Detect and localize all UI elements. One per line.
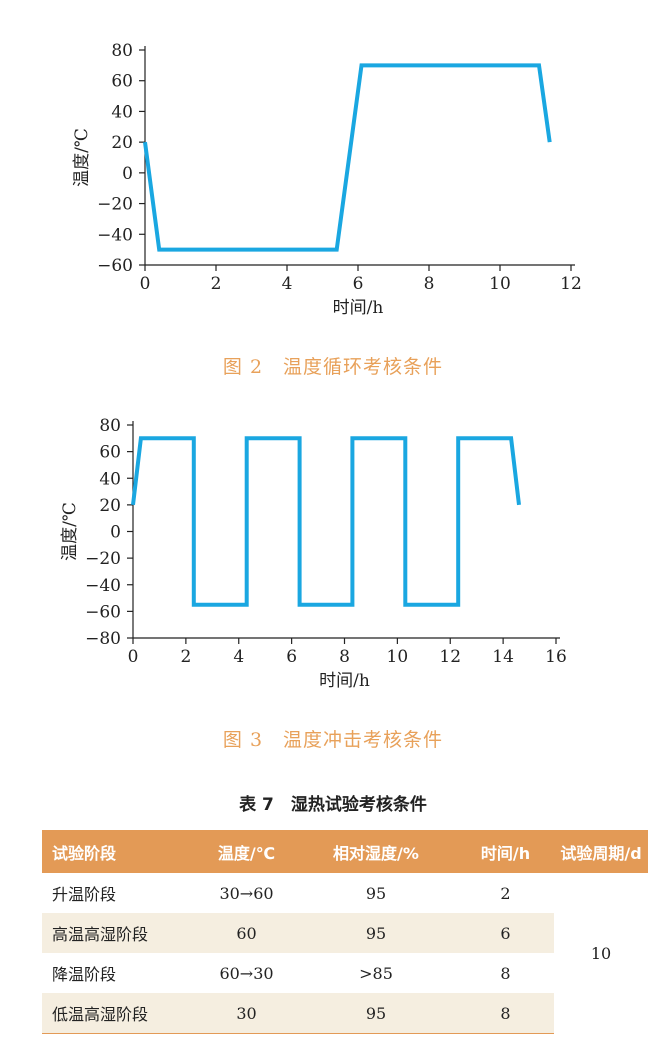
x-tick-label: 4 — [233, 647, 244, 667]
x-tick-label: 4 — [282, 274, 293, 294]
x-tick-label: 0 — [140, 274, 151, 294]
x-tick-label: 6 — [353, 274, 364, 294]
x-tick-label: 14 — [492, 647, 514, 667]
x-tick-label: 8 — [339, 647, 350, 667]
figure-2-caption: 图 2 温度循环考核条件 — [222, 356, 444, 378]
y-tick-label: 60 — [111, 72, 133, 92]
y-tick-label: 0 — [122, 164, 133, 184]
cell-time: 8 — [457, 993, 554, 1034]
y-tick-label: −40 — [85, 576, 121, 596]
figure-3-caption: 图 3 温度冲击考核条件 — [222, 729, 444, 751]
y-tick-label: −20 — [85, 549, 121, 569]
x-tick-label: 6 — [286, 647, 297, 667]
x-tick-label: 16 — [545, 647, 567, 667]
cell-humidity: 95 — [295, 993, 457, 1034]
table-row: 低温高湿阶段 30 95 8 — [42, 993, 648, 1034]
temperature-series-line — [143, 63, 552, 252]
x-axis-title: 时间/h — [319, 671, 370, 691]
cell-stage: 降温阶段 — [52, 965, 117, 984]
cell-stage: 升温阶段 — [52, 885, 117, 904]
y-axis-title: 温度/℃ — [72, 128, 92, 187]
table-row: 高温高湿阶段 60 95 6 — [42, 913, 648, 953]
x-tick-label: 10 — [489, 274, 511, 294]
cell-temperature: 30 — [198, 993, 295, 1034]
cell-temperature: 60→30 — [219, 963, 274, 983]
table-row: 降温阶段 60→30 >85 8 — [42, 953, 648, 993]
table-header-row: 试验阶段 温度/℃ 相对湿度/% 时间/h 试验周期/d — [42, 830, 648, 873]
cell-time: 6 — [457, 913, 554, 953]
y-tick-label: −60 — [85, 602, 121, 622]
header-humidity: 相对湿度/% — [295, 830, 457, 873]
y-tick-label: 60 — [99, 443, 121, 463]
y-tick-label: 0 — [110, 523, 121, 543]
cell-period: 10 — [590, 943, 612, 963]
cell-time: 8 — [500, 963, 511, 983]
y-tick-label: 80 — [111, 41, 133, 61]
y-tick-label: −20 — [97, 195, 133, 215]
y-tick-label: 20 — [111, 133, 133, 153]
cell-temperature: 60 — [198, 913, 295, 953]
cell-humidity: 95 — [295, 913, 457, 953]
x-tick-label: 12 — [439, 647, 461, 667]
y-tick-label: −40 — [97, 225, 133, 245]
x-tick-label: 12 — [560, 274, 582, 294]
header-stage: 试验阶段 — [42, 830, 198, 873]
y-tick-label: 40 — [99, 469, 121, 489]
x-tick-label: 2 — [211, 274, 222, 294]
header-temperature: 温度/℃ — [198, 830, 295, 873]
table-title: 表 7 湿热试验考核条件 — [239, 795, 427, 815]
table-row: 升温阶段 30→60 95 2 10 — [42, 873, 648, 963]
y-tick-label: −60 — [97, 256, 133, 276]
x-axis-title: 时间/h — [333, 298, 384, 318]
temperature-cycle-chart: 80 60 40 20 0 −20 −40 −60 0 2 4 6 8 10 12 时间/h 温度/℃ — [72, 41, 582, 318]
x-tick-label: 0 — [128, 647, 139, 667]
cell-stage: 高温高湿阶段 — [42, 913, 198, 953]
x-tick-label: 8 — [424, 274, 435, 294]
y-tick-label: 40 — [111, 102, 133, 122]
header-time: 时间/h — [457, 830, 554, 873]
x-tick-label: 10 — [387, 647, 409, 667]
y-tick-label: −80 — [85, 629, 121, 649]
damp-heat-test-table: 试验阶段 温度/℃ 相对湿度/% 时间/h 试验周期/d 升温阶段 30→60 … — [42, 830, 648, 1034]
cell-temperature: 30→60 — [219, 883, 274, 903]
y-tick-label: 80 — [99, 416, 121, 436]
y-tick-label: 20 — [99, 496, 121, 516]
header-period: 试验周期/d — [554, 830, 648, 873]
cell-humidity: >85 — [359, 963, 393, 983]
cell-humidity: 95 — [365, 883, 387, 903]
cell-stage: 低温高湿阶段 — [42, 993, 198, 1034]
temperature-shock-chart: 80 60 40 20 0 −20 −40 −60 −80 0 2 4 6 8 10 12 14 16 时间/h 温度… — [60, 416, 567, 691]
y-axis-title: 温度/℃ — [60, 502, 80, 561]
temperature-series-line — [131, 436, 521, 607]
x-tick-label: 2 — [180, 647, 191, 667]
cell-time: 2 — [500, 883, 511, 903]
